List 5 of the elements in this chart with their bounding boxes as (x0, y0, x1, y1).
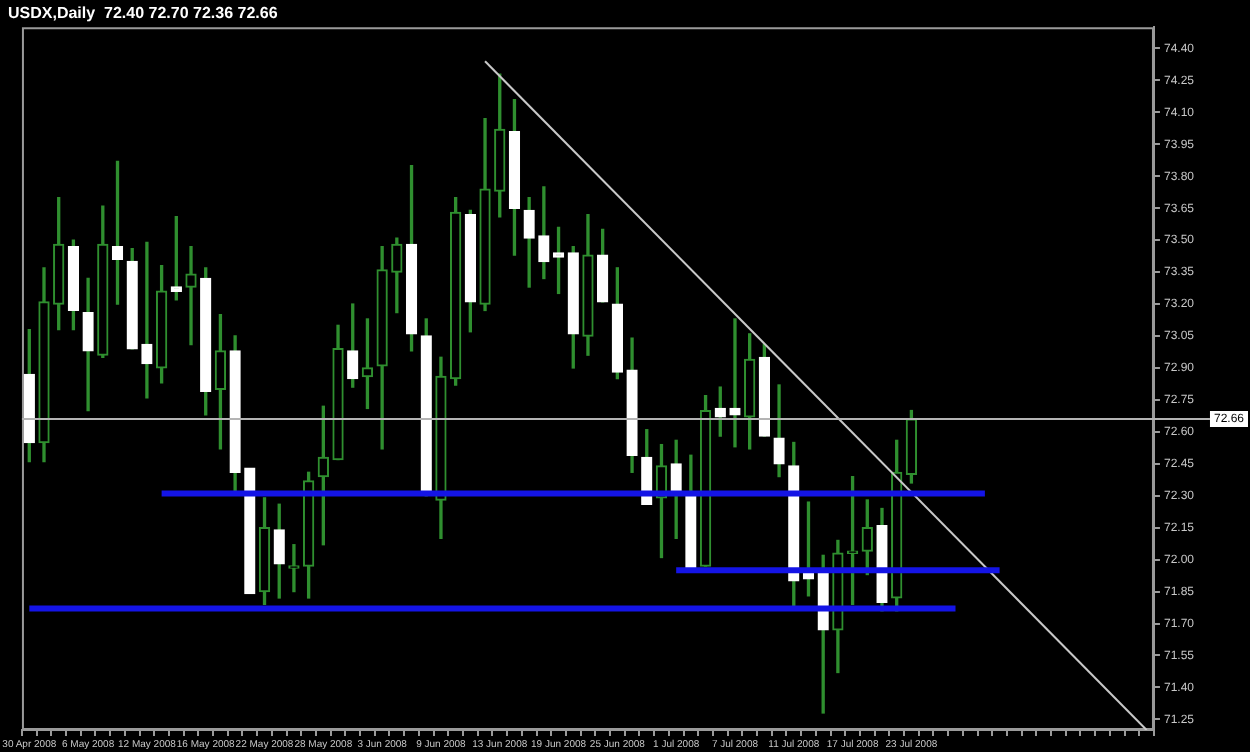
candlestick (141, 241, 153, 399)
candlestick (288, 544, 300, 593)
candlestick (185, 245, 197, 346)
candlestick (244, 467, 256, 595)
chart-title: USDX,Daily 72.40 72.70 72.36 72.66 (8, 4, 279, 23)
